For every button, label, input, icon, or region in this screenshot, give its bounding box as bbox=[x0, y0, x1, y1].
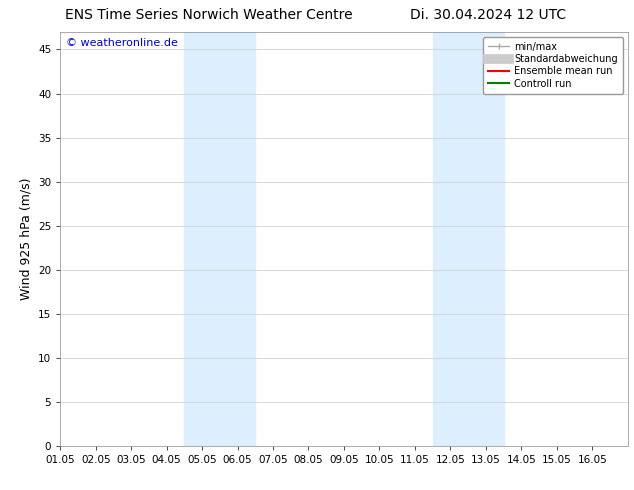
Text: © weatheronline.de: © weatheronline.de bbox=[66, 38, 178, 48]
Y-axis label: Wind 925 hPa (m/s): Wind 925 hPa (m/s) bbox=[20, 178, 32, 300]
Legend: min/max, Standardabweichung, Ensemble mean run, Controll run: min/max, Standardabweichung, Ensemble me… bbox=[483, 37, 623, 94]
Bar bbox=[432, 32, 503, 446]
Bar bbox=[184, 32, 256, 446]
Text: ENS Time Series Norwich Weather Centre: ENS Time Series Norwich Weather Centre bbox=[65, 8, 353, 22]
Text: Di. 30.04.2024 12 UTC: Di. 30.04.2024 12 UTC bbox=[410, 8, 566, 22]
